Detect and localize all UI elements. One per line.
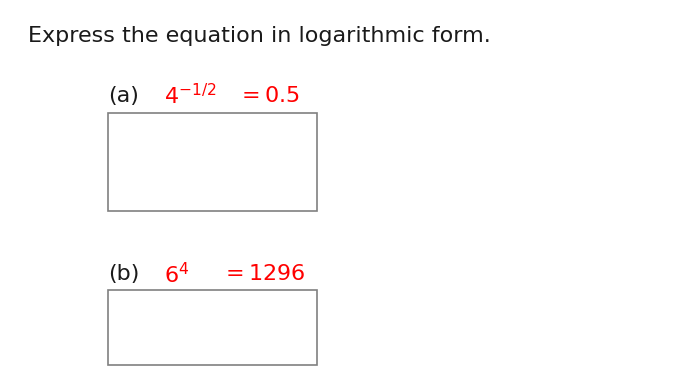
Text: (a): (a)	[108, 86, 139, 106]
Text: $4^{-1/2}$: $4^{-1/2}$	[164, 83, 216, 109]
Text: Express the equation in logarithmic form.: Express the equation in logarithmic form…	[28, 26, 491, 46]
Text: $= 0.5$: $= 0.5$	[237, 86, 299, 106]
FancyBboxPatch shape	[108, 290, 317, 365]
FancyBboxPatch shape	[108, 113, 317, 211]
Text: $6^4$: $6^4$	[164, 262, 189, 287]
Text: $= 1296$: $= 1296$	[221, 264, 306, 285]
Text: (b): (b)	[108, 264, 139, 285]
